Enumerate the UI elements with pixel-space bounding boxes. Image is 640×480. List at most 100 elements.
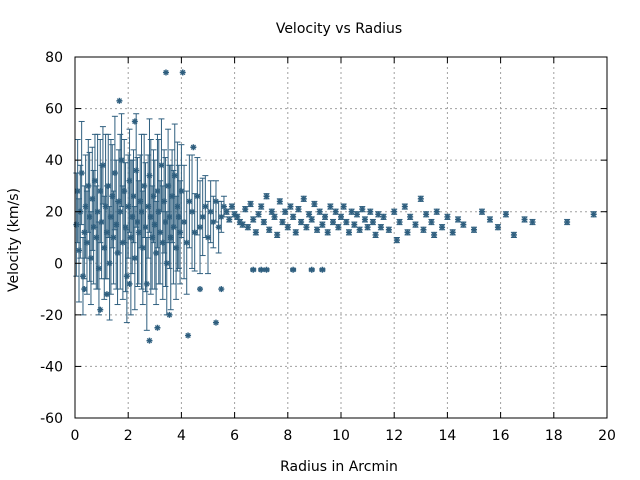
data-point — [151, 159, 158, 290]
data-point — [348, 208, 355, 215]
data-point — [74, 139, 81, 244]
data-point — [220, 195, 227, 218]
data-point — [116, 97, 123, 104]
data-point — [161, 149, 168, 254]
data-point — [207, 180, 214, 244]
data-point — [252, 229, 259, 236]
data-point — [97, 306, 104, 313]
data-point — [105, 133, 112, 238]
data-point — [308, 266, 315, 273]
data-point — [258, 266, 265, 273]
data-point — [247, 200, 254, 208]
data-point — [190, 144, 197, 151]
data-point — [150, 149, 157, 244]
data-point — [143, 237, 150, 331]
data-point — [385, 226, 392, 233]
data-point — [284, 224, 291, 231]
data-point — [89, 146, 96, 251]
x-tick-label: 8 — [283, 428, 292, 444]
data-point — [113, 159, 120, 290]
data-point — [78, 120, 85, 226]
data-point — [115, 149, 122, 254]
data-point — [250, 266, 257, 273]
data-point — [162, 69, 169, 76]
data-point — [486, 216, 493, 223]
data-point — [117, 133, 124, 290]
data-point — [380, 213, 387, 220]
data-point — [130, 149, 137, 244]
data-point — [345, 229, 352, 236]
data-point — [197, 286, 204, 293]
data-point — [494, 224, 501, 231]
x-tick-label: 18 — [545, 428, 563, 444]
data-point — [314, 226, 321, 233]
data-point — [369, 218, 376, 226]
data-point — [194, 157, 201, 236]
data-point — [185, 332, 192, 339]
data-point — [292, 229, 299, 236]
data-point — [401, 203, 408, 210]
data-point — [175, 164, 182, 269]
data-point — [327, 203, 334, 210]
data-point — [197, 180, 204, 275]
data-point — [324, 229, 331, 236]
data-point — [529, 218, 536, 226]
data-point — [242, 206, 249, 213]
data-point — [287, 203, 294, 210]
y-tick-label: 0 — [54, 256, 63, 272]
data-point — [97, 139, 104, 244]
data-point — [460, 221, 467, 228]
data-point — [351, 221, 358, 228]
data-point — [174, 141, 181, 272]
data-point — [179, 69, 186, 76]
data-point — [290, 213, 297, 220]
data-point — [75, 198, 82, 303]
data-point — [189, 154, 196, 269]
data-point — [126, 280, 133, 287]
data-point — [353, 211, 360, 218]
data-point — [319, 221, 326, 228]
data-point — [154, 324, 161, 331]
data-point — [83, 190, 90, 295]
x-tick-label: 2 — [124, 428, 133, 444]
data-point — [183, 190, 190, 295]
axis-ticks: 0 2 4 6 8 10 12 14 16 18 20 -60 -40 -20 0 20 40 60 80 — [40, 50, 616, 444]
data-point — [276, 198, 283, 205]
data-point — [134, 157, 141, 287]
data-point — [244, 224, 251, 231]
x-tick-label: 16 — [492, 428, 510, 444]
data-point — [145, 154, 152, 259]
data-point — [449, 229, 456, 236]
data-point — [322, 213, 329, 220]
data-point — [131, 118, 138, 125]
x-tick-label: 14 — [438, 428, 456, 444]
data-point — [153, 200, 160, 306]
data-point — [215, 200, 222, 254]
data-point — [364, 224, 371, 231]
data-point — [282, 208, 289, 215]
data-point — [110, 190, 117, 285]
data-point — [420, 226, 427, 233]
data-point — [255, 211, 262, 218]
y-axis-label: Velocity (km/s) — [6, 188, 22, 292]
data-point — [250, 216, 257, 223]
data-point — [338, 213, 344, 220]
data-point — [147, 139, 154, 295]
data-point — [165, 128, 172, 244]
data-point — [171, 123, 178, 228]
data-point — [73, 172, 80, 277]
data-point — [99, 126, 106, 205]
y-tick-label: -20 — [40, 308, 63, 324]
data-point — [417, 195, 424, 202]
data-point — [166, 311, 173, 318]
data-point — [274, 231, 281, 238]
data-point — [433, 208, 440, 215]
data-point — [367, 208, 374, 215]
data-point — [258, 203, 265, 210]
x-tick-label: 10 — [332, 428, 350, 444]
data-point — [173, 195, 180, 300]
data-point — [428, 218, 435, 226]
data-point — [263, 266, 270, 273]
data-point — [300, 195, 307, 202]
